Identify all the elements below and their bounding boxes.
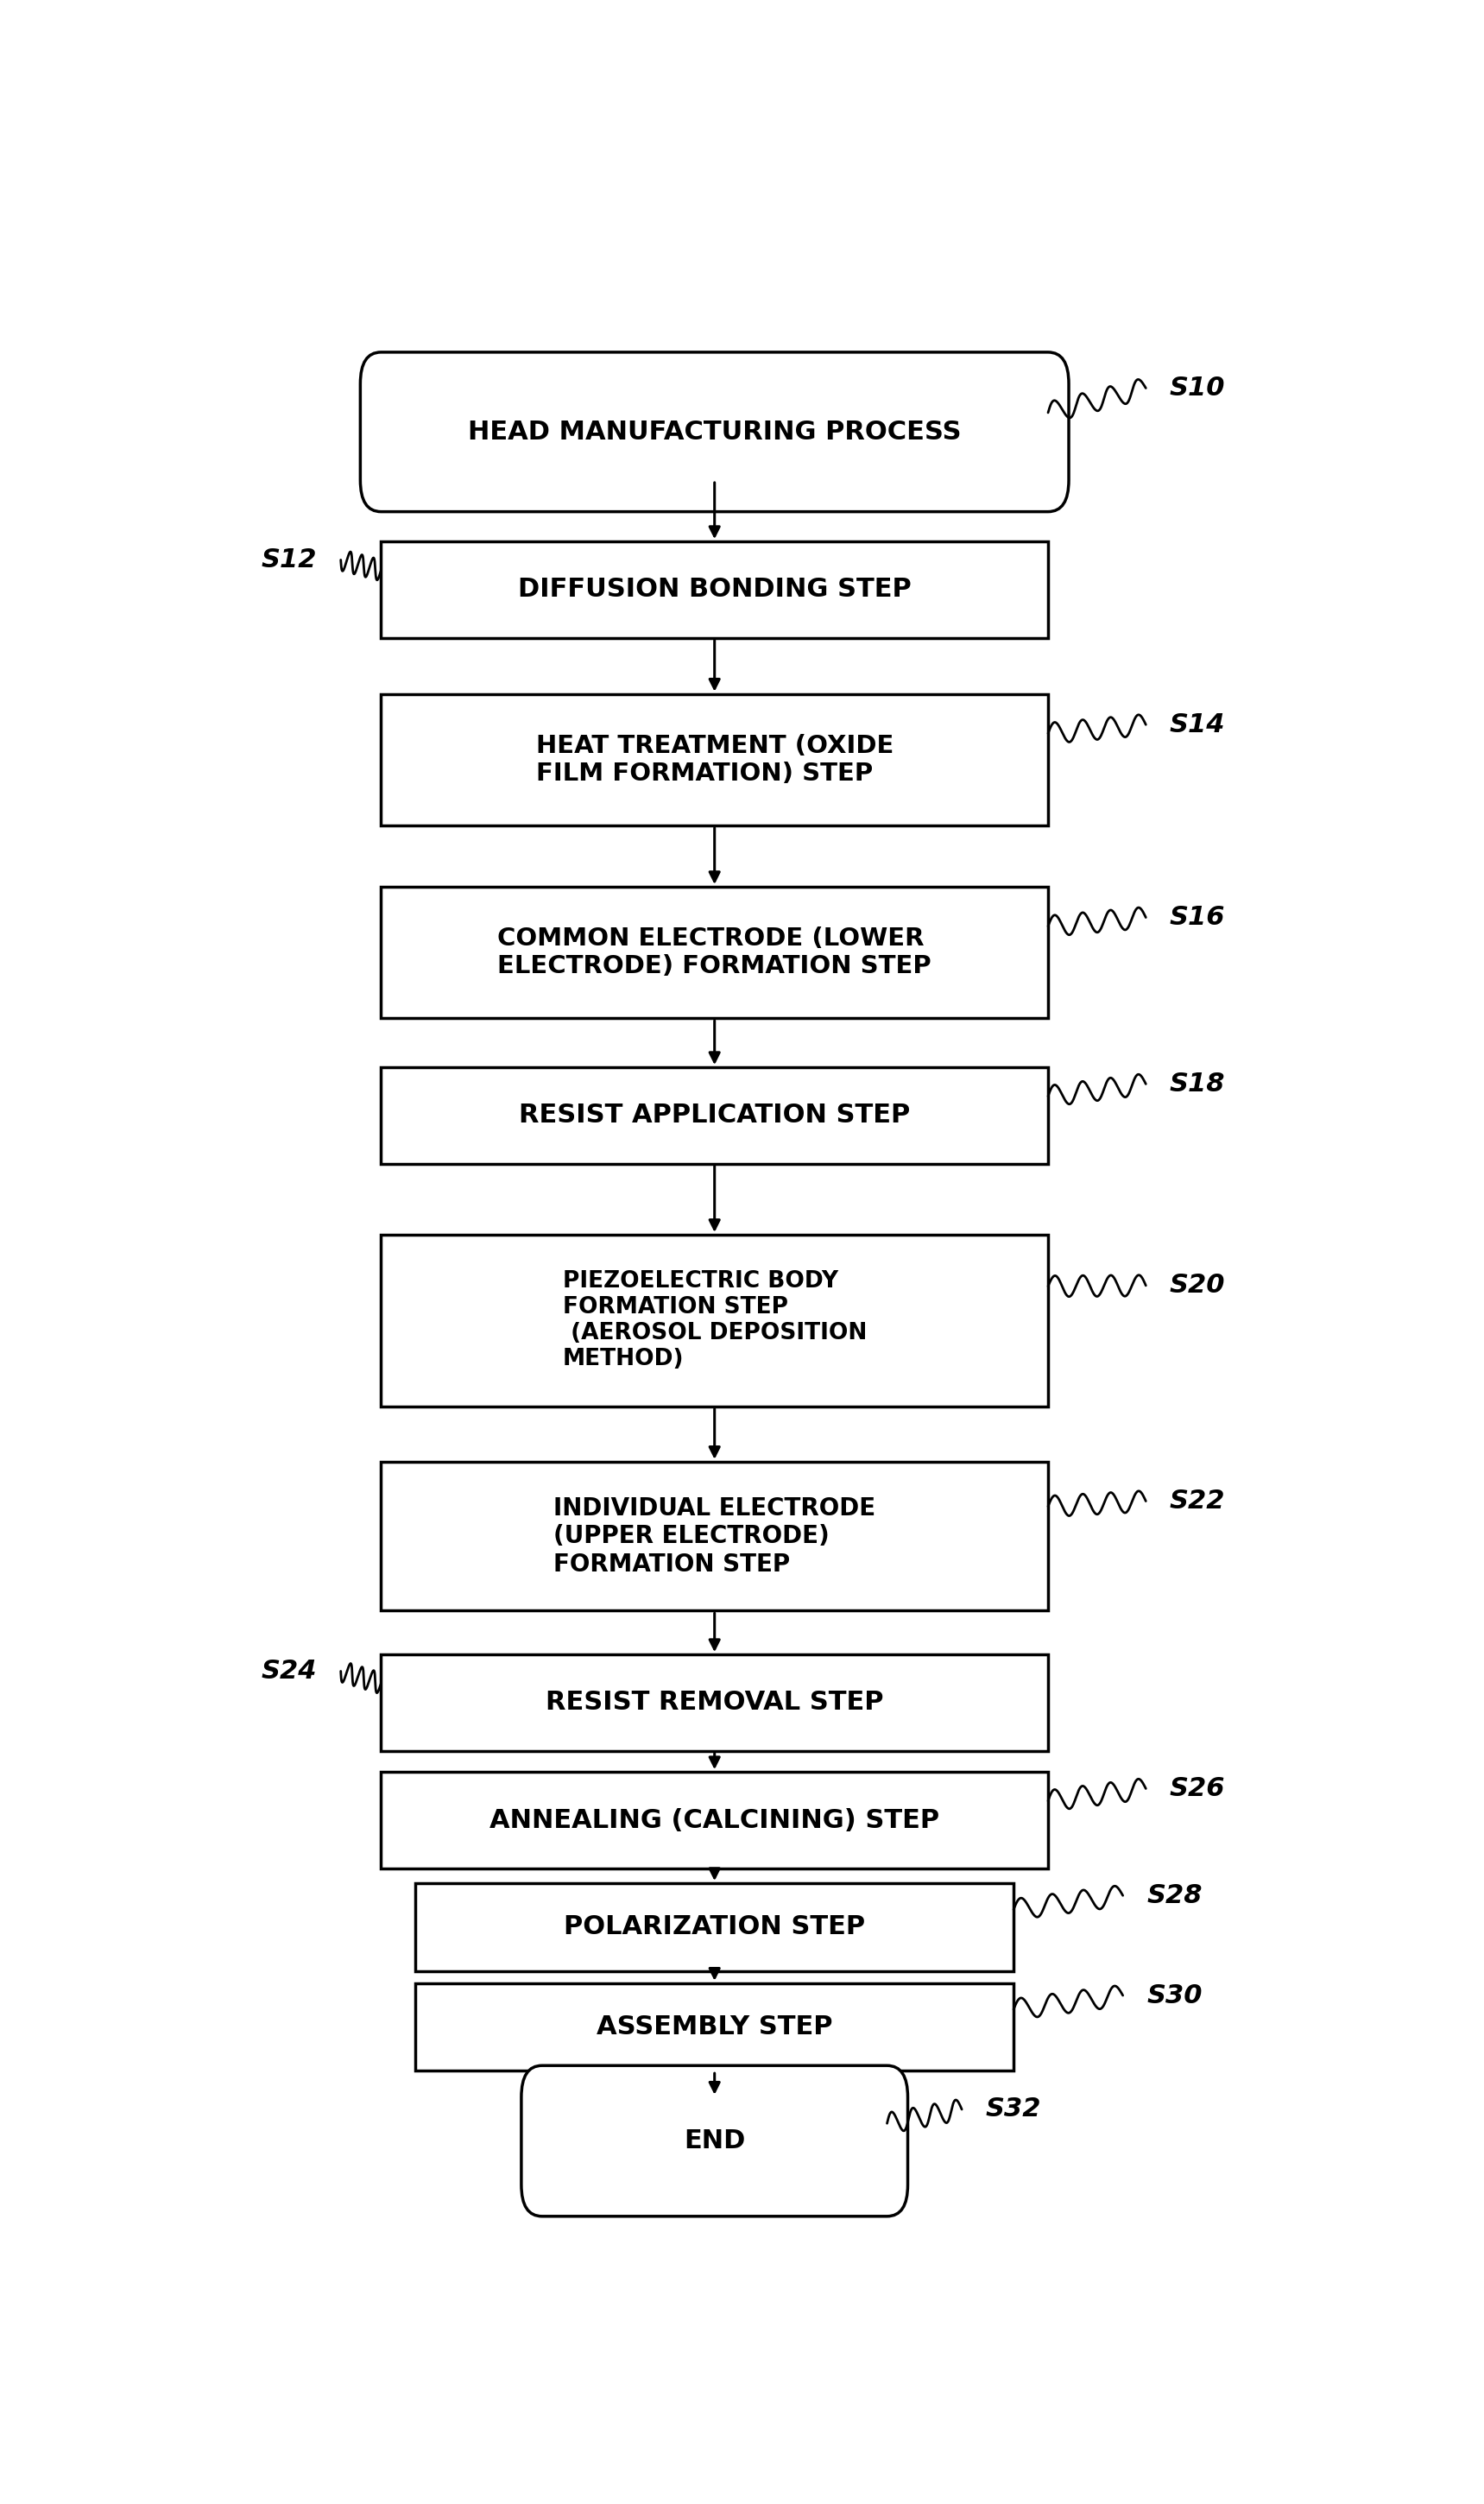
Text: RESIST APPLICATION STEP: RESIST APPLICATION STEP: [519, 1102, 910, 1127]
Text: RESIST REMOVAL STEP: RESIST REMOVAL STEP: [546, 1690, 883, 1715]
Text: S12: S12: [261, 548, 318, 573]
Bar: [381, 886, 1048, 1019]
Text: S18: S18: [1169, 1072, 1226, 1097]
Text: HEAD MANUFACTURING PROCESS: HEAD MANUFACTURING PROCESS: [467, 421, 962, 446]
Text: POLARIZATION STEP: POLARIZATION STEP: [564, 1916, 865, 1941]
Text: END: END: [684, 2128, 745, 2153]
Text: ASSEMBLY STEP: ASSEMBLY STEP: [597, 2013, 833, 2038]
Text: S14: S14: [1169, 711, 1226, 736]
Text: DIFFUSION BONDING STEP: DIFFUSION BONDING STEP: [518, 578, 911, 603]
Text: S32: S32: [985, 2096, 1042, 2121]
Bar: [381, 1462, 1048, 1610]
Text: S30: S30: [1147, 1983, 1202, 2008]
Text: HEAT TREATMENT (OXIDE
FILM FORMATION) STEP: HEAT TREATMENT (OXIDE FILM FORMATION) ST…: [536, 734, 893, 786]
Text: S28: S28: [1147, 1883, 1202, 1908]
Text: S24: S24: [261, 1658, 318, 1683]
Text: S16: S16: [1169, 904, 1226, 929]
Bar: [381, 541, 1048, 639]
Bar: [381, 1234, 1048, 1407]
Text: S20: S20: [1169, 1272, 1226, 1297]
Text: S22: S22: [1169, 1487, 1226, 1512]
FancyBboxPatch shape: [521, 2066, 908, 2216]
Text: PIEZOELECTRIC BODY
FORMATION STEP
 (AEROSOL DEPOSITION
METHOD): PIEZOELECTRIC BODY FORMATION STEP (AEROS…: [562, 1270, 867, 1370]
Text: S10: S10: [1169, 376, 1226, 401]
Bar: [416, 1983, 1014, 2071]
Bar: [416, 1883, 1014, 1971]
FancyBboxPatch shape: [361, 353, 1068, 511]
Text: COMMON ELECTRODE (LOWER
ELECTRODE) FORMATION STEP: COMMON ELECTRODE (LOWER ELECTRODE) FORMA…: [497, 926, 932, 979]
Bar: [381, 1773, 1048, 1868]
Bar: [381, 694, 1048, 826]
Text: INDIVIDUAL ELECTRODE
(UPPER ELECTRODE)
FORMATION STEP: INDIVIDUAL ELECTRODE (UPPER ELECTRODE) F…: [554, 1497, 876, 1578]
Text: ANNEALING (CALCINING) STEP: ANNEALING (CALCINING) STEP: [490, 1808, 939, 1833]
Bar: [381, 1655, 1048, 1750]
Bar: [381, 1067, 1048, 1164]
Text: S26: S26: [1169, 1775, 1226, 1800]
